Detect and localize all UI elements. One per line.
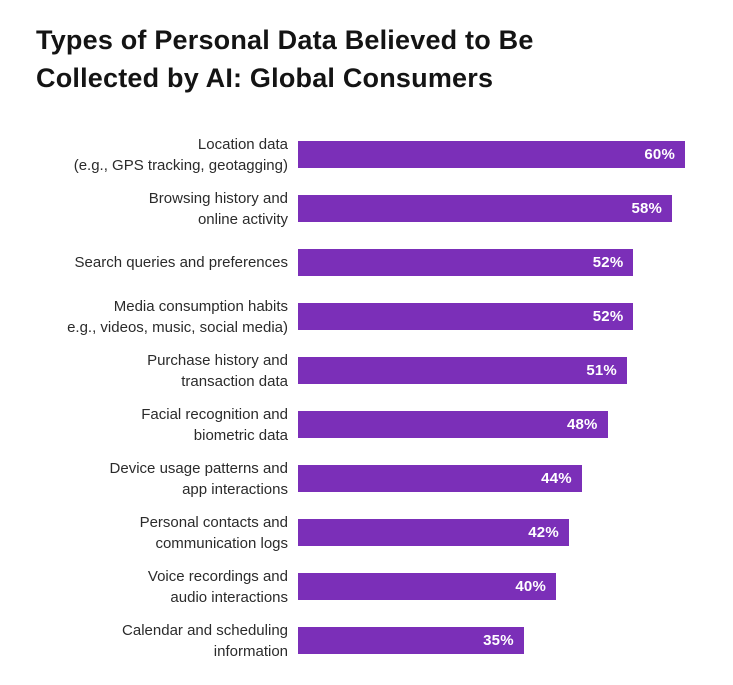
bar: 40% [298,573,556,601]
chart-row: Browsing history and online activity 58% [36,182,685,236]
bar: 52% [298,303,634,331]
bar: 51% [298,357,627,385]
category-label: Location data (e.g., GPS tracking, geota… [73,135,288,174]
bar: 58% [298,195,673,223]
bar-track: 42% [298,519,685,547]
chart-rows: Location data (e.g., GPS tracking, geota… [36,128,685,668]
chart-row: Calendar and scheduling information 35% [36,614,685,668]
bar: 44% [298,465,582,493]
bar: 35% [298,627,524,655]
bar: 48% [298,411,608,439]
value-label: 44% [541,470,572,488]
value-label: 58% [631,200,663,218]
chart-row: Location data (e.g., GPS tracking, geota… [36,128,685,182]
bar-track: 58% [298,195,685,223]
bar-track: 48% [298,411,685,439]
chart-row: Media consumption habits e.g., videos, m… [36,290,685,344]
category-label: Media consumption habits e.g., videos, m… [67,297,288,336]
category-label: Facial recognition and biometric data [141,405,288,444]
category-label: Voice recordings and audio interactions [147,567,288,606]
category-label: Browsing history and online activity [148,189,288,228]
category-label: Personal contacts and communication logs [139,513,288,552]
bar: 60% [298,141,685,169]
value-label: 52% [592,308,624,326]
category-label: Search queries and preferences [74,254,288,272]
category-label: Calendar and scheduling information [122,621,288,660]
value-label: 42% [528,524,559,542]
chart-row: Device usage patterns and app interactio… [36,452,685,506]
chart-row: Search queries and preferences 52% [36,236,685,290]
bar-track: 51% [298,357,685,385]
bar-track: 40% [298,573,685,601]
value-label: 48% [566,416,598,434]
value-label: 35% [483,632,514,650]
bar: 42% [298,519,569,547]
bar-track: 52% [298,303,685,331]
value-label: 40% [515,578,546,596]
value-label: 52% [592,254,624,272]
category-label: Device usage patterns and app interactio… [109,459,288,498]
bar-track: 44% [298,465,685,493]
chart-row: Voice recordings and audio interactions 4… [36,560,685,614]
bar-track: 35% [298,627,685,655]
value-label: 60% [644,146,675,164]
chart-row: Purchase history and transaction data 51% [36,344,685,398]
chart-row: Facial recognition and biometric data 48% [36,398,685,452]
chart-row: Personal contacts and communication logs… [36,506,685,560]
bar-track: 60% [298,141,685,169]
bar-track: 52% [298,249,685,277]
category-label: Purchase history and transaction data [147,351,288,390]
bar: 52% [298,249,634,277]
value-label: 51% [586,362,617,380]
chart-title: Types of Personal Data Believed to Be Co… [36,25,534,93]
